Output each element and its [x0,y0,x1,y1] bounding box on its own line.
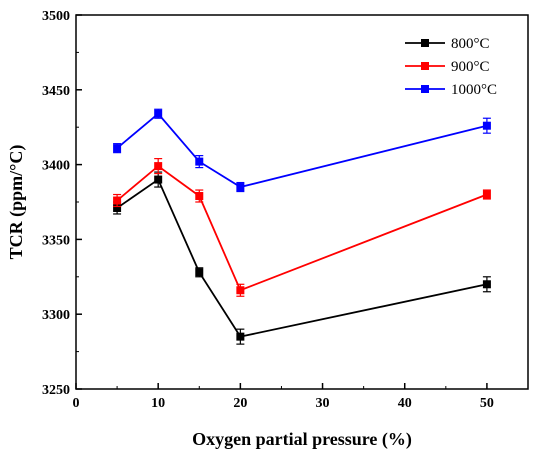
x-tick-label: 0 [73,396,80,411]
data-point [236,286,245,295]
data-point [113,196,122,205]
series-1 [113,171,491,345]
legend-marker [421,39,429,47]
y-axis-title: TCR (ppm/°C) [6,145,27,260]
y-tick-label: 3400 [42,159,70,174]
data-point [482,280,491,289]
data-point [482,190,491,199]
data-point [195,157,204,166]
data-point [113,144,122,153]
legend-label: 1000°C [451,82,497,98]
y-tick-label: 3450 [42,84,70,99]
series-layer [113,108,491,345]
data-point [154,162,163,171]
x-tick-label: 30 [316,396,330,411]
x-axis-title: Oxygen partial pressure (%) [192,429,412,450]
axes: 0 10 20 30 40 50 3250 3300 3350 3400 3450 3500 [42,9,529,411]
y-tick-label: 3250 [42,383,70,398]
series-2 [113,158,491,297]
y-tick-label: 3350 [42,233,70,248]
data-point [236,332,245,341]
data-point [236,183,245,192]
x-tick-label: 20 [233,396,247,411]
legend-entry-3: 1000°C [405,82,497,98]
legend-label: 800°C [451,36,490,52]
data-point [482,121,491,130]
x-tick-label: 40 [398,396,412,411]
series-line [116,164,488,292]
x-tick-label: 50 [480,396,494,411]
y-tick-label: 3500 [42,9,70,24]
data-point [195,268,204,277]
data-point [154,175,163,184]
data-point [195,192,204,201]
legend: 800°C 900°C 1000°C [405,36,497,98]
legend-entry-2: 900°C [405,59,490,75]
legend-marker [421,85,429,93]
series-3 [113,108,491,193]
y-tick-label: 3300 [42,308,70,323]
series-line [116,178,488,338]
legend-marker [421,62,429,70]
legend-entry-1: 800°C [405,36,490,52]
x-tick-label: 10 [151,396,165,411]
legend-label: 900°C [451,59,490,75]
data-point [113,203,122,212]
data-point [154,109,163,118]
